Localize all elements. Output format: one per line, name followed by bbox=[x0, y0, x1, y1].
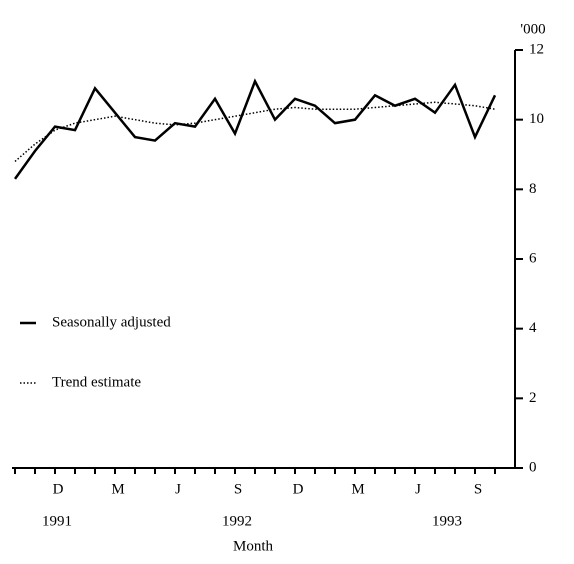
x-axis-label: Month bbox=[233, 538, 274, 554]
x-tick-label: M bbox=[351, 481, 364, 497]
x-tick-label: J bbox=[175, 481, 181, 497]
x-tick-label: D bbox=[53, 481, 64, 497]
x-group-label: 1991 bbox=[42, 513, 72, 529]
x-tick-label: S bbox=[474, 481, 482, 497]
x-tick-label: S bbox=[234, 481, 242, 497]
x-tick-label: J bbox=[415, 481, 421, 497]
x-tick-label: M bbox=[111, 481, 124, 497]
x-tick-label: D bbox=[293, 481, 304, 497]
y-tick-label: 10 bbox=[529, 111, 544, 127]
y-tick-label: 0 bbox=[529, 459, 537, 475]
x-group-label: 1992 bbox=[222, 513, 252, 529]
legend-label: Seasonally adjusted bbox=[52, 314, 171, 330]
series-line bbox=[14, 101, 496, 163]
y-tick-label: 4 bbox=[529, 320, 537, 336]
y-tick-label: 12 bbox=[529, 41, 544, 57]
legend-label: Trend estimate bbox=[52, 374, 141, 390]
series-line bbox=[13, 78, 497, 180]
y-tick-label: 6 bbox=[529, 250, 537, 266]
x-group-label: 1993 bbox=[432, 513, 462, 529]
y-tick-label: 8 bbox=[529, 181, 537, 197]
y-tick-label: 2 bbox=[529, 390, 537, 406]
unit-label: '000 bbox=[520, 21, 545, 37]
